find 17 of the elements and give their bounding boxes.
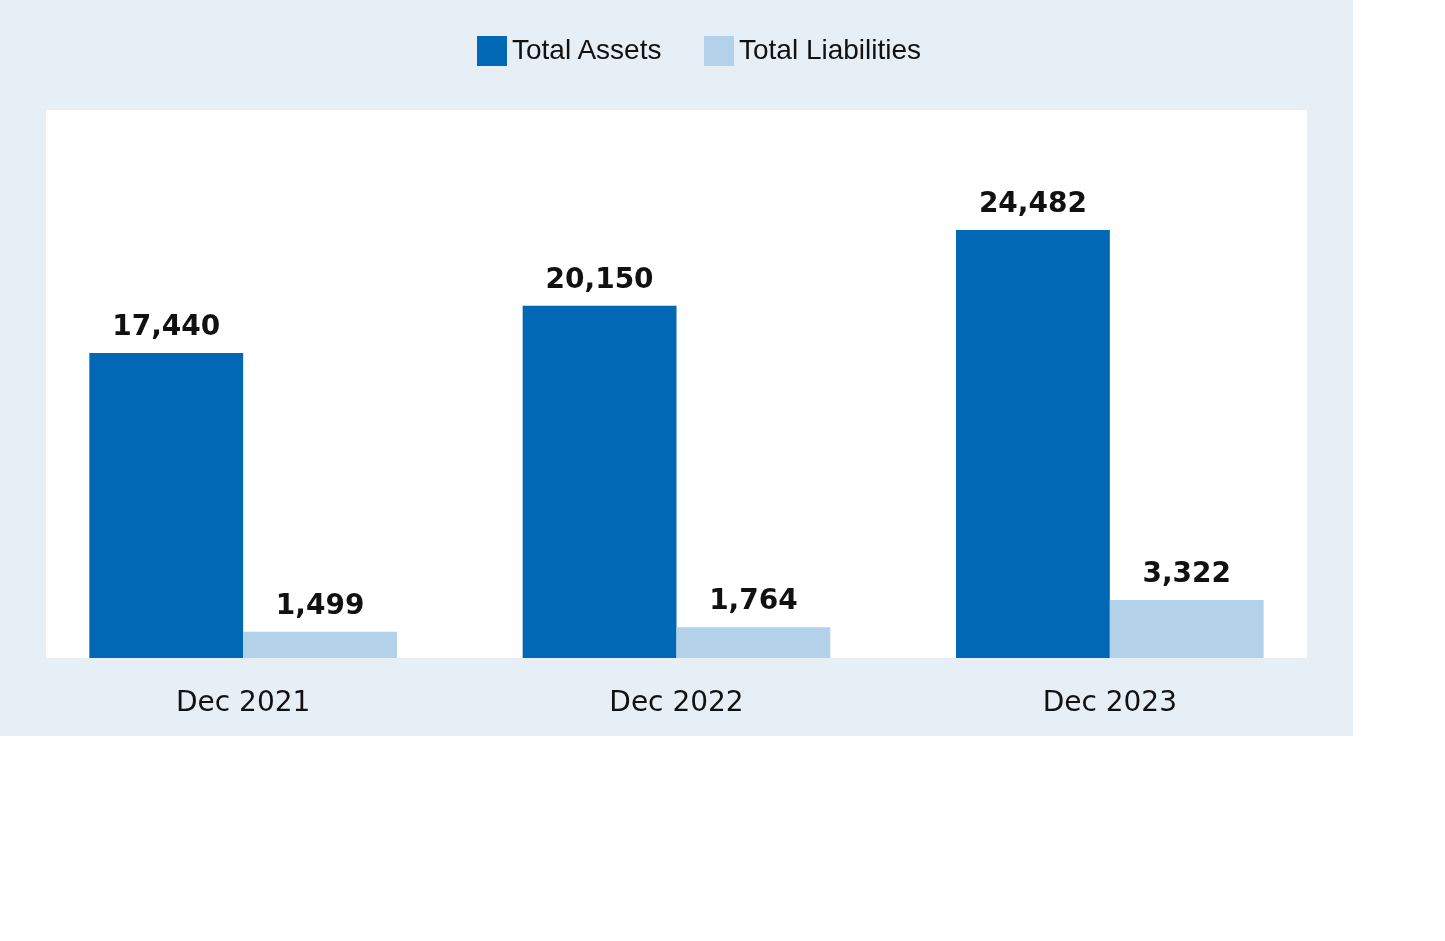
legend-label: Total Liabilities xyxy=(739,34,922,65)
x-tick-label: Dec 2023 xyxy=(1042,684,1178,718)
bar xyxy=(1109,599,1264,658)
data-label: 3,322 xyxy=(1142,555,1232,589)
x-tick-label: Dec 2021 xyxy=(175,684,311,718)
bar xyxy=(89,353,244,658)
data-label: 24,482 xyxy=(978,185,1087,219)
x-tick-label: Dec 2022 xyxy=(609,684,744,718)
data-label: 1,764 xyxy=(709,583,798,617)
bar xyxy=(522,305,677,658)
data-label: 17,440 xyxy=(112,309,221,343)
data-label: 20,150 xyxy=(545,261,654,295)
data-label: 1,499 xyxy=(275,587,365,621)
bar xyxy=(676,627,831,658)
legend-label: Total Assets xyxy=(512,34,662,65)
bar xyxy=(956,229,1110,658)
bar xyxy=(243,631,397,658)
